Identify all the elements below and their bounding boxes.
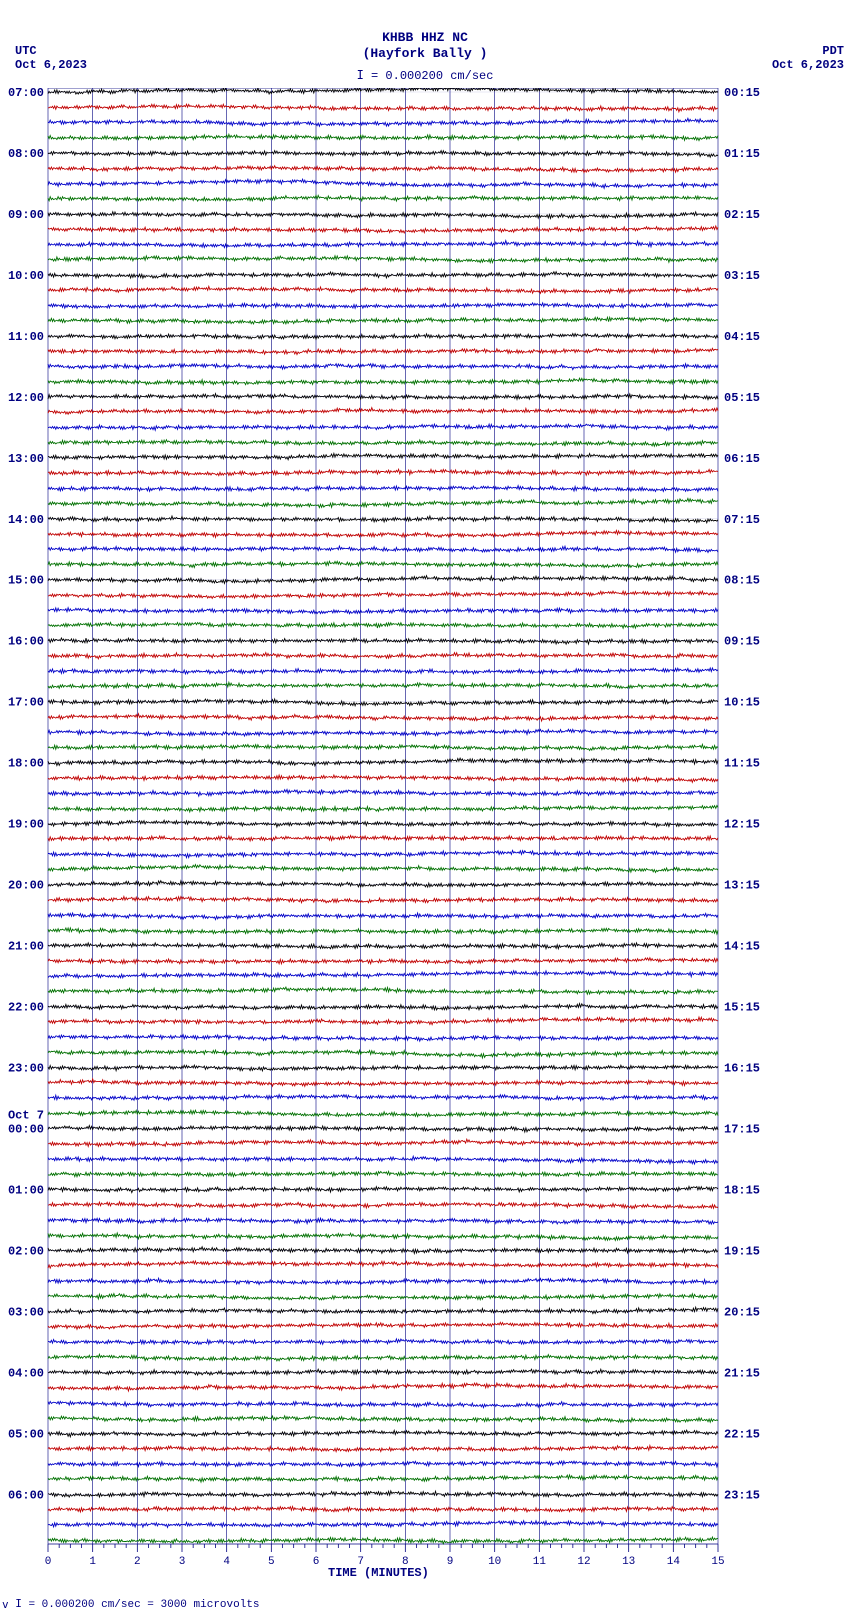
scale-bar-glyph: I — [357, 68, 371, 82]
pdt-hour-label: 14:15 — [724, 940, 760, 954]
pdt-hour-label: 00:15 — [724, 88, 760, 100]
utc-hour-label: 06:00 — [8, 1488, 44, 1502]
svg-text:12: 12 — [577, 1556, 590, 1568]
scale-bar-glyph: I — [15, 1597, 28, 1610]
utc-hour-label: 21:00 — [8, 940, 44, 954]
x-axis-label: TIME (MINUTES) — [328, 1566, 429, 1580]
footnote-prefix: v — [2, 1598, 9, 1611]
footnote-scale-text: = 0.000200 cm/sec = 3000 microvolts — [28, 1599, 259, 1611]
utc-hour-label: 03:00 — [8, 1305, 44, 1319]
utc-hour-label: 09:00 — [8, 208, 44, 222]
utc-hour-label: 01:00 — [8, 1183, 44, 1197]
svg-text:4: 4 — [223, 1556, 230, 1568]
pdt-hour-label: 08:15 — [724, 574, 760, 588]
utc-hour-label: 11:00 — [8, 330, 44, 344]
pdt-hour-label: 20:15 — [724, 1305, 760, 1319]
utc-hour-label: 13:00 — [8, 452, 44, 466]
utc-hour-label: 16:00 — [8, 635, 44, 649]
pdt-hour-label: 13:15 — [724, 879, 760, 893]
utc-timezone-label: UTC — [15, 44, 37, 58]
svg-text:13: 13 — [622, 1556, 635, 1568]
utc-hour-label: 00:00 — [8, 1122, 44, 1136]
station-name: (Hayfork Bally ) — [0, 46, 850, 61]
utc-hour-label: 15:00 — [8, 574, 44, 588]
utc-hour-label: 12:00 — [8, 391, 44, 405]
utc-hour-label: 20:00 — [8, 879, 44, 893]
svg-text:5: 5 — [268, 1556, 275, 1568]
svg-text:6: 6 — [313, 1556, 320, 1568]
pdt-hour-label: 10:15 — [724, 696, 760, 710]
svg-text:15: 15 — [711, 1556, 724, 1568]
svg-text:14: 14 — [667, 1556, 681, 1568]
pdt-hour-label: 18:15 — [724, 1183, 760, 1197]
svg-text:10: 10 — [488, 1556, 501, 1568]
utc-hour-label: 07:00 — [8, 88, 44, 100]
seismogram-page: KHBB HHZ NC (Hayfork Bally ) I = 0.00020… — [0, 0, 850, 1613]
pdt-hour-label: 19:15 — [724, 1244, 760, 1258]
pdt-hour-label: 15:15 — [724, 1001, 760, 1015]
pdt-hour-label: 07:15 — [724, 513, 760, 527]
utc-hour-label: 19:00 — [8, 818, 44, 832]
pdt-hour-label: 16:15 — [724, 1061, 760, 1075]
pdt-hour-label: 04:15 — [724, 330, 760, 344]
scale-indicator-footer: v I = 0.000200 cm/sec = 3000 microvolts — [2, 1597, 260, 1611]
svg-text:1: 1 — [89, 1556, 96, 1568]
station-code: KHBB HHZ NC — [0, 30, 850, 45]
pdt-hour-label: 17:15 — [724, 1122, 760, 1136]
pdt-hour-label: 09:15 — [724, 635, 760, 649]
pdt-hour-label: 03:15 — [724, 269, 760, 283]
utc-hour-label: 02:00 — [8, 1244, 44, 1258]
svg-text:2: 2 — [134, 1556, 141, 1568]
scale-text: = 0.000200 cm/sec — [371, 69, 493, 83]
utc-hour-label: 10:00 — [8, 269, 44, 283]
svg-text:11: 11 — [533, 1556, 547, 1568]
pdt-hour-label: 01:15 — [724, 147, 760, 161]
pdt-hour-label: 23:15 — [724, 1488, 760, 1502]
pdt-date-label: Oct 6,2023 — [772, 58, 844, 72]
svg-text:0: 0 — [45, 1556, 52, 1568]
svg-text:3: 3 — [179, 1556, 186, 1568]
utc-hour-label: 05:00 — [8, 1427, 44, 1441]
utc-date-label: Oct 6,2023 — [15, 58, 87, 72]
pdt-hour-label: 06:15 — [724, 452, 760, 466]
pdt-hour-label: 02:15 — [724, 208, 760, 222]
utc-date-break: Oct 7 — [8, 1108, 44, 1122]
utc-hour-label: 23:00 — [8, 1061, 44, 1075]
pdt-timezone-label: PDT — [822, 44, 844, 58]
pdt-hour-label: 11:15 — [724, 757, 760, 771]
utc-hour-label: 18:00 — [8, 757, 44, 771]
utc-hour-label: 14:00 — [8, 513, 44, 527]
pdt-hour-label: 12:15 — [724, 818, 760, 832]
pdt-hour-label: 05:15 — [724, 391, 760, 405]
utc-hour-label: 04:00 — [8, 1366, 44, 1380]
utc-hour-label: 22:00 — [8, 1001, 44, 1015]
utc-hour-label: 17:00 — [8, 696, 44, 710]
utc-hour-label: 08:00 — [8, 147, 44, 161]
pdt-hour-label: 22:15 — [724, 1427, 760, 1441]
pdt-hour-label: 21:15 — [724, 1366, 760, 1380]
svg-text:9: 9 — [447, 1556, 454, 1568]
scale-indicator-top: I = 0.000200 cm/sec — [0, 68, 850, 83]
seismogram-chart: 012345678910111213141507:0000:1508:0001:… — [0, 88, 800, 1604]
